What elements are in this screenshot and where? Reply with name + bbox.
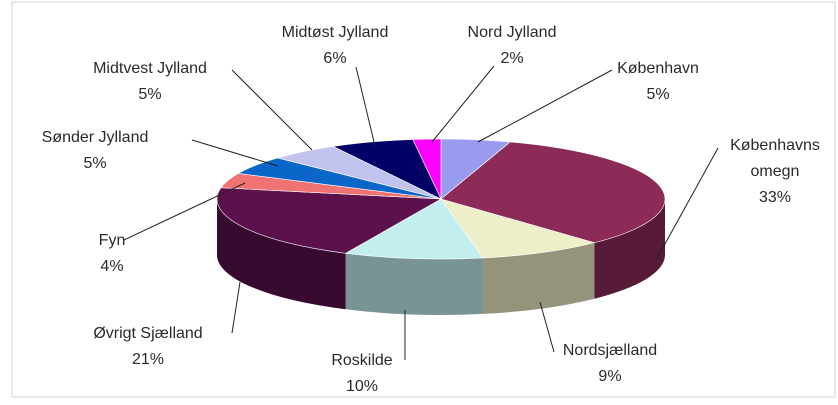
slice-label: Øvrigt Sjælland 21% [93,321,202,373]
slice-label: Midtøst Jylland 6% [282,20,389,72]
leader-line [654,147,719,263]
category-label: Midtøst Jylland [281,24,389,41]
slice-label: Nordsjælland 9% [563,338,657,390]
slice-side [345,253,483,315]
slice [412,138,442,200]
slice-label: Københavns omegn 33% [720,133,830,211]
category-label: Midtvest Jylland [93,60,207,77]
leader-line [231,69,313,151]
leader-line [431,65,495,143]
slice-label: Sønder Jylland 5% [42,125,149,177]
category-label: København [617,60,699,77]
chart-frame [11,1,836,398]
slice-label: København 5% [617,56,699,108]
category-label: Fyn [98,232,126,249]
value-label: 5% [646,86,670,103]
category-label: Københavns omegn [730,137,820,180]
value-label: 33% [758,189,792,206]
slice-side [482,242,595,314]
leader-line [191,139,279,167]
category-label: Sønder Jylland [41,129,149,146]
slice-side [217,199,346,310]
leader-line [123,182,246,241]
value-label: 9% [598,368,622,385]
category-label: Øvrigt Sjælland [93,325,203,342]
slice [440,141,666,244]
slice-label: Midtvest Jylland 5% [93,56,207,108]
leader-line [231,281,241,334]
value-label: 10% [345,378,379,395]
value-label: 4% [100,258,124,275]
value-label: 2% [500,50,524,67]
slice-label: Fyn 4% [99,228,126,280]
category-label: Roskilde [331,352,393,369]
leader-line [477,69,613,143]
slice-label: Roskilde 10% [331,348,392,400]
leader-line [355,66,376,147]
value-label: 5% [138,86,162,103]
slice-side [594,199,665,299]
value-label: 6% [323,50,347,67]
value-label: 21% [131,351,165,368]
leader-line [539,301,555,353]
slice [344,198,484,260]
slice [440,198,596,259]
value-label: 5% [83,155,107,172]
slice-label: Nord Jylland 2% [468,20,557,72]
category-label: Nordsjælland [562,342,658,359]
category-label: Nord Jylland [467,24,557,41]
